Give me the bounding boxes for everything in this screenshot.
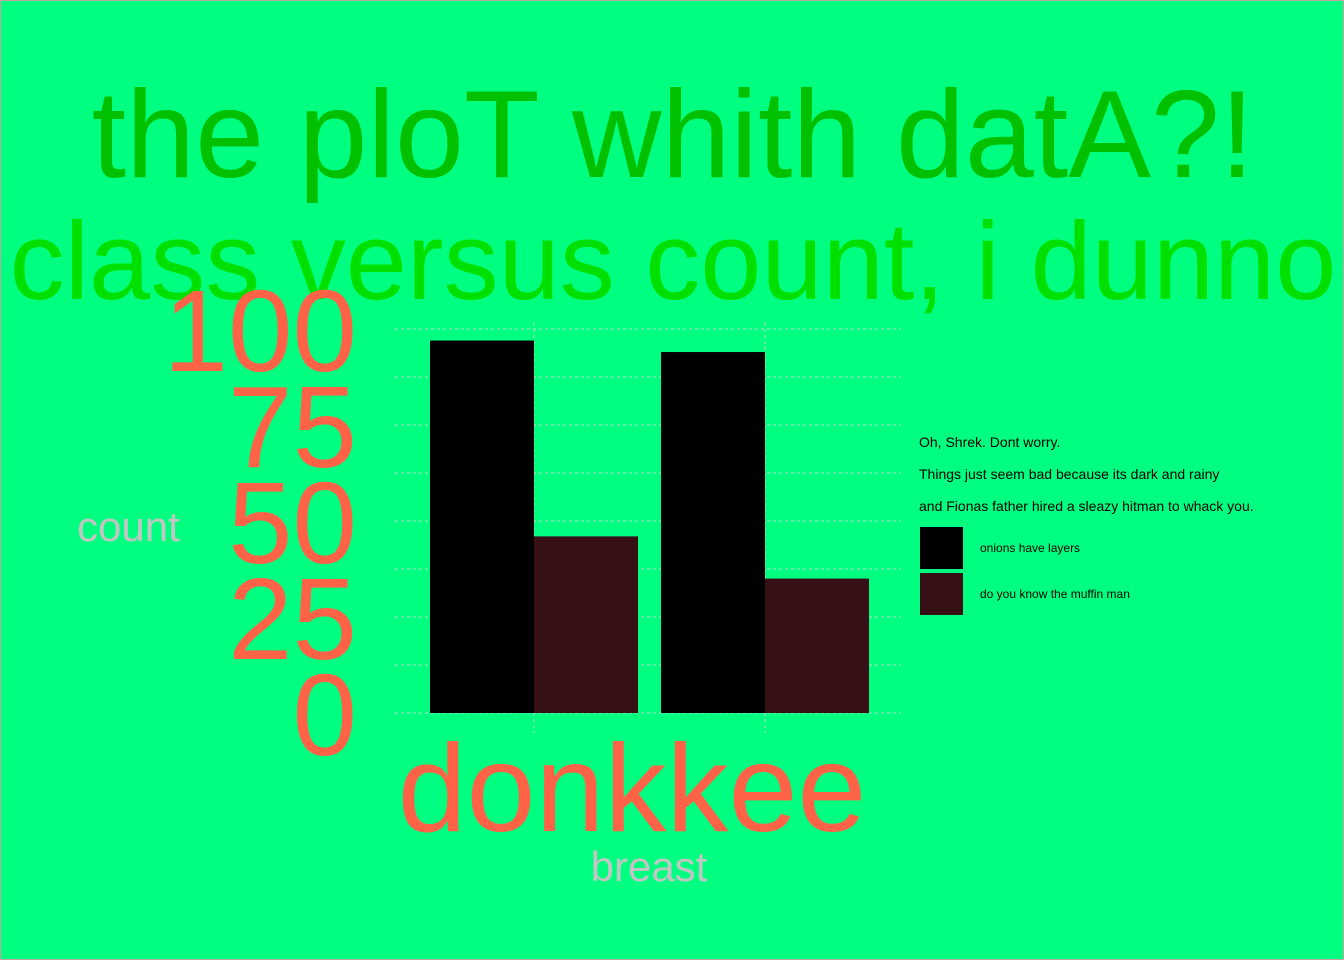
y-tick-100: 100: [163, 266, 357, 396]
bar-group-0-series-0: [430, 340, 534, 713]
chart-subtitle: class versus count, i dunno: [9, 200, 1337, 323]
legend-item-onions: onions have layers: [919, 527, 1319, 573]
legend-title-line-2: Things just seem bad because its dark an…: [919, 466, 1220, 482]
chart-title: the ploT whith datA?!: [91, 66, 1255, 204]
legend-swatch-muffin: [920, 573, 963, 615]
x-axis-label: breast: [590, 843, 708, 890]
legend: Oh, Shrek. Dont worry. Things just seem …: [919, 431, 1319, 619]
bar-group-0-series-1: [534, 536, 638, 713]
legend-title-line-3: and Fionas father hired a sleazy hitman …: [919, 498, 1254, 514]
y-tick-0: 0: [292, 650, 357, 780]
legend-label-onions: onions have layers: [980, 541, 1081, 555]
legend-title-line-1: Oh, Shrek. Dont worry.: [919, 434, 1061, 450]
y-tick-75: 75: [227, 362, 357, 492]
bar-group-1-series-0: [661, 352, 765, 713]
y-tick-25: 25: [227, 554, 357, 684]
y-axis-label: count: [77, 503, 180, 550]
x-tick-donkkee: donkkee: [397, 720, 867, 858]
legend-label-muffin: do you know the muffin man: [980, 587, 1130, 601]
legend-swatch-onions: [920, 527, 963, 569]
y-tick-50: 50: [227, 458, 357, 588]
legend-item-muffin: do you know the muffin man: [919, 573, 1319, 619]
bar-group-1-series-1: [765, 578, 869, 713]
